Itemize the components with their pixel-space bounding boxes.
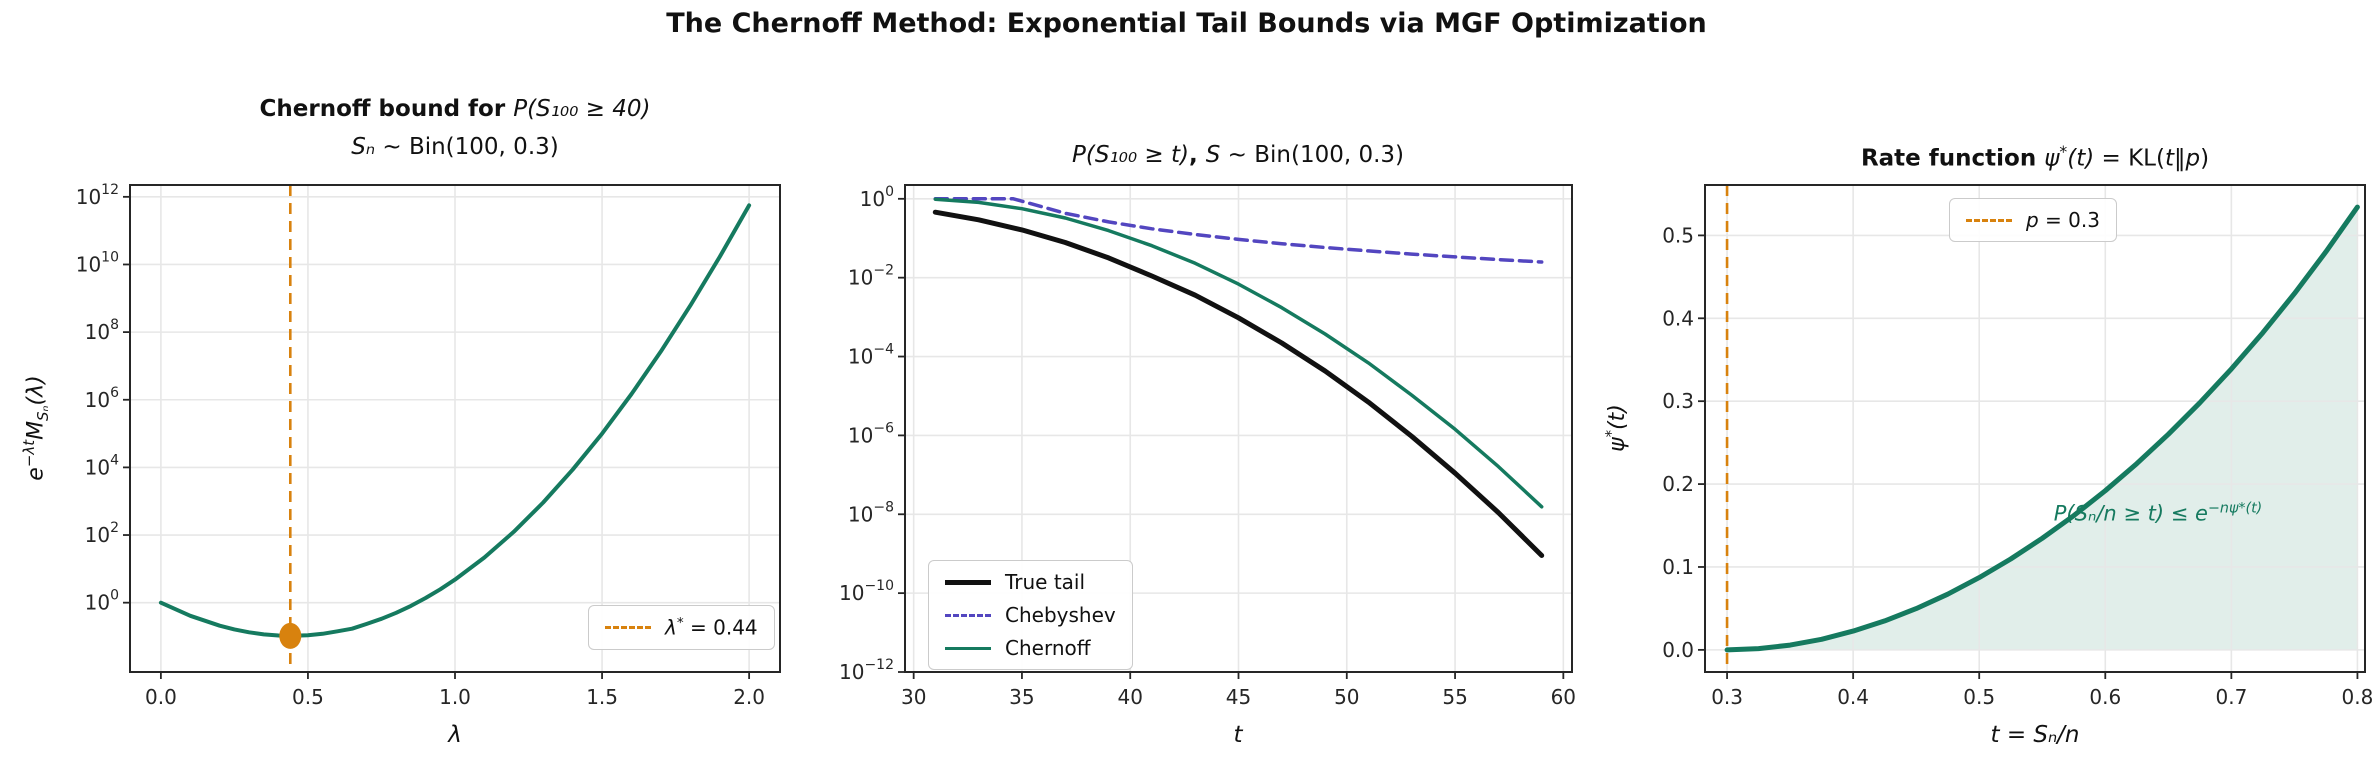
x-tick-label: 30 [901, 685, 926, 709]
plot1-legend: λ* = 0.44 [588, 605, 775, 650]
x-tick-label: 55 [1442, 685, 1467, 709]
plot3-title: Rate function ψ*(t) = KL(t‖p) [1860, 142, 2210, 172]
y-tick-label: 10−12 [839, 657, 894, 684]
x-tick-label: 0.8 [2341, 685, 2373, 709]
dashed-line-sample-icon [605, 625, 651, 629]
plot1-xlabel: λ [448, 722, 462, 748]
x-tick-label: 60 [1551, 685, 1576, 709]
x-tick-label: 0.3 [1711, 685, 1743, 709]
y-tick-label: 100 [85, 588, 119, 615]
y-tick-label: 106 [85, 385, 119, 412]
y-tick-label: 0.1 [1662, 555, 1694, 579]
optimum-marker [279, 622, 302, 649]
legend-label: Chebyshev [1005, 603, 1116, 627]
solid-line-sample-icon [945, 646, 991, 650]
dashed-line-sample-icon [945, 613, 991, 617]
x-tick-label: 1.0 [439, 685, 471, 709]
y-tick-label: 10−6 [848, 420, 894, 447]
legend-item-chebyshev: Chebyshev [945, 603, 1116, 627]
x-tick-label: 35 [1009, 685, 1034, 709]
figure-title: The Chernoff Method: Exponential Tail Bo… [666, 8, 1707, 39]
x-tick-label: 0.6 [2089, 685, 2121, 709]
legend-item-lambda-star: λ* = 0.44 [605, 615, 758, 640]
y-tick-label: 10−10 [839, 578, 894, 605]
plot1-subtitle: Sₙ ∼ Bin(100, 0.3) [351, 134, 559, 160]
plot2-xlabel: t [1233, 722, 1243, 748]
x-tick-label: 0.5 [292, 685, 324, 709]
subplot-2: 30 35 40 45 50 55 60 100 10−2 10−4 10−6 10−8 10−10 10… [839, 184, 1576, 709]
plot2-legend: True tail Chebyshev Chernoff [928, 560, 1133, 670]
y-tick-label: 0.4 [1662, 306, 1694, 330]
legend-label: λ* = 0.44 [665, 615, 758, 640]
x-tick-label: 0.4 [1837, 685, 1869, 709]
true-tail [932, 209, 1545, 558]
legend-label: p = 0.3 [2026, 208, 2100, 232]
solid-line-sample-icon [945, 579, 991, 585]
rate-function-kl [1724, 204, 2360, 653]
x-tick-label: 1.5 [586, 685, 618, 709]
x-tick-label: 0.5 [1963, 685, 1995, 709]
plot3-legend: p = 0.3 [1949, 198, 2117, 242]
chebyshev-bound [933, 197, 1544, 264]
y-tick-label: 10−2 [848, 263, 894, 290]
y-tick-label: 0.3 [1662, 389, 1694, 413]
x-tick-label: 0.7 [2215, 685, 2247, 709]
plot1-ylabel: e−λtMSₙ(λ) [20, 375, 52, 481]
legend-item-p: p = 0.3 [1966, 208, 2100, 232]
plot2-title: P(S₁₀₀ ≥ t), S ∼ Bin(100, 0.3) [1071, 142, 1405, 168]
plot3-ylabel: ψ*(t) [1601, 404, 1631, 452]
bound-annotation: P(Sₙ/n ≥ t) ≤ e−nψ*(t) [2053, 500, 2263, 526]
legend-item-chernoff: Chernoff [945, 636, 1116, 660]
legend-label: True tail [1005, 570, 1086, 594]
subplot-3: 0.3 0.4 0.5 0.6 0.7 0.8 0.0 0.1 0.2 0.3 0.4 0.5 [1662, 184, 2373, 709]
x-tick-label: 45 [1226, 685, 1251, 709]
y-tick-label: 10−8 [848, 499, 894, 526]
chernoff-bound-vs-lambda [158, 203, 752, 638]
dashed-line-sample-icon [1966, 218, 2012, 222]
plot1-title: Chernoff bound for P(S₁₀₀ ≥ 40) [259, 96, 651, 122]
x-tick-label: 40 [1117, 685, 1142, 709]
y-tick-label: 10−4 [848, 342, 894, 369]
legend-label: Chernoff [1005, 636, 1091, 660]
area-fill [1727, 207, 2358, 650]
chernoff-bound [933, 197, 1544, 509]
y-tick-label: 0.5 [1662, 223, 1694, 247]
y-tick-label: 0.0 [1662, 638, 1694, 662]
y-tick-label: 104 [85, 452, 119, 479]
y-tick-label: 102 [85, 520, 119, 547]
legend-item-true-tail: True tail [945, 570, 1116, 594]
x-tick-label: 50 [1334, 685, 1359, 709]
subplot-1: 0.0 0.5 1.0 1.5 2.0 100 102 104 106 108 1010 1012 [76, 182, 781, 709]
plot3-xlabel: t = Sₙ/n [1990, 722, 2080, 748]
y-tick-label: 1012 [76, 182, 119, 209]
y-tick-label: 1010 [76, 249, 119, 276]
y-tick-label: 108 [85, 317, 119, 344]
y-tick-label: 100 [860, 184, 894, 211]
x-tick-label: 0.0 [145, 685, 177, 709]
x-tick-label: 2.0 [733, 685, 765, 709]
y-tick-label: 0.2 [1662, 472, 1694, 496]
